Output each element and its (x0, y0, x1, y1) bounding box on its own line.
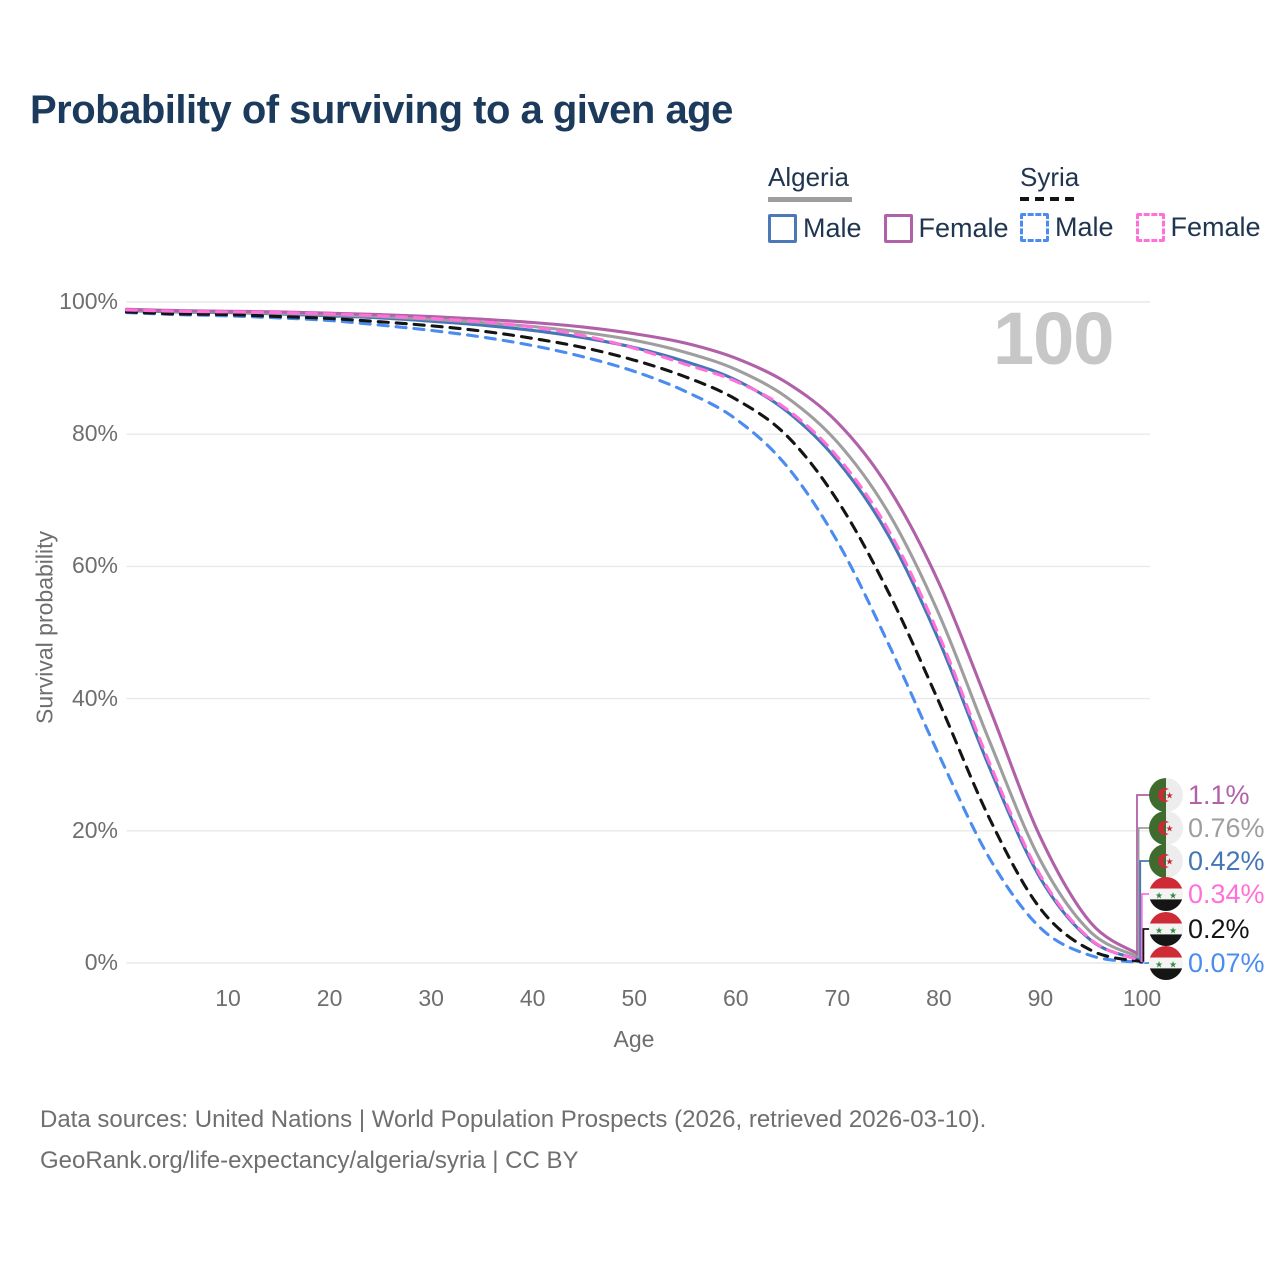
checkbox-syria-male[interactable] (1020, 213, 1049, 242)
algeria-flag-icon: ★ (1149, 844, 1183, 878)
y-tick-label: 0% (84, 949, 118, 975)
x-tick-label: 90 (1027, 985, 1054, 1011)
legend-item-algeria-male[interactable]: Male (768, 213, 862, 244)
series-line-syria-female (124, 308, 1144, 963)
end-value-label: 0.42% (1188, 845, 1265, 876)
x-tick-label: 100 (1122, 985, 1162, 1011)
data-sources-line: Data sources: United Nations | World Pop… (40, 1106, 987, 1133)
end-label-connector (1137, 827, 1150, 958)
y-tick-label: 20% (71, 816, 118, 843)
svg-text:★: ★ (1169, 960, 1177, 970)
syria-flag-icon: ★ ★ (1149, 877, 1183, 911)
legend-item-label: Male (803, 213, 862, 243)
legend-country-syria: Syria (1020, 162, 1080, 192)
end-value-label: 1.1% (1188, 779, 1250, 810)
y-tick-label: 80% (71, 420, 118, 447)
svg-text:★: ★ (1166, 857, 1174, 867)
svg-text:★: ★ (1155, 891, 1163, 901)
algeria-flag-icon: ★ (1149, 811, 1183, 845)
svg-text:★: ★ (1169, 926, 1177, 936)
x-tick-label: 20 (316, 985, 343, 1011)
page-title: Probability of surviving to a given age (30, 88, 733, 132)
legend-item-syria-male[interactable]: Male (1020, 212, 1114, 243)
end-label-syria-male: ★ ★ 0.07% (1149, 946, 1265, 980)
x-tick-label: 80 (926, 985, 952, 1011)
y-tick-label: 60% (71, 552, 118, 579)
attribution-line: GeoRank.org/life-expectancy/algeria/syri… (40, 1147, 579, 1174)
end-label-connector (1142, 928, 1150, 962)
syria-flag-icon: ★ ★ (1149, 946, 1183, 980)
series-line-syria-both-sexes (124, 310, 1144, 964)
legend-underline-algeria (768, 197, 852, 202)
x-tick-label: 10 (215, 985, 241, 1011)
end-label-connector (1144, 962, 1150, 964)
y-axis-title: Survival probability (31, 530, 58, 725)
end-label-connector (1140, 893, 1150, 961)
checkbox-algeria-male[interactable] (768, 214, 797, 243)
svg-text:★: ★ (1166, 791, 1174, 801)
end-label-algeria-both-sexes: ★ 0.76% (1149, 811, 1265, 845)
x-tick-label: 60 (723, 985, 749, 1011)
end-label-syria-female: ★ ★ 0.34% (1149, 877, 1265, 911)
legend-underline-syria (1020, 197, 1078, 201)
svg-text:★: ★ (1155, 926, 1163, 936)
x-tick-label: 40 (519, 985, 546, 1011)
end-label-connector (1136, 794, 1150, 956)
hover-age-watermark: 100 (993, 297, 1114, 380)
x-tick-label: 70 (824, 985, 851, 1011)
legend-item-label: Female (1170, 212, 1261, 242)
end-label-connector (1139, 860, 1150, 961)
legend-group-syria: Syria Male Female (1020, 162, 1261, 243)
end-value-label: 0.07% (1188, 947, 1265, 978)
y-tick-label: 100% (59, 288, 118, 314)
end-label-algeria-male: ★ 0.42% (1149, 844, 1265, 878)
legend-item-syria-female[interactable]: Female (1135, 212, 1261, 243)
y-tick-label: 40% (71, 684, 118, 711)
series-line-algeria-male (124, 309, 1144, 962)
series-line-syria-male (124, 311, 1144, 965)
svg-text:★: ★ (1155, 960, 1163, 970)
svg-text:★: ★ (1166, 824, 1174, 834)
algeria-flag-icon: ★ (1149, 778, 1183, 812)
end-label-algeria-female: ★ 1.1% (1149, 778, 1250, 812)
end-value-label: 0.2% (1188, 913, 1250, 944)
legend-item-label: Male (1055, 212, 1114, 242)
legend-country-algeria: Algeria (768, 162, 849, 192)
end-label-syria-both-sexes: ★ ★ 0.2% (1149, 912, 1250, 946)
x-tick-label: 30 (418, 985, 444, 1011)
legend-item-label: Female (918, 213, 1009, 243)
checkbox-algeria-female[interactable] (883, 214, 913, 243)
end-value-label: 0.34% (1188, 878, 1265, 909)
checkbox-syria-female[interactable] (1135, 213, 1165, 242)
syria-flag-icon: ★ ★ (1149, 912, 1183, 946)
legend-group-algeria: Algeria Male Female (768, 162, 1009, 244)
x-tick-label: 50 (621, 985, 648, 1011)
end-value-label: 0.76% (1188, 812, 1265, 843)
svg-text:★: ★ (1169, 891, 1177, 901)
legend-item-algeria-female[interactable]: Female (883, 213, 1009, 244)
x-axis-title: Age (613, 1026, 655, 1052)
